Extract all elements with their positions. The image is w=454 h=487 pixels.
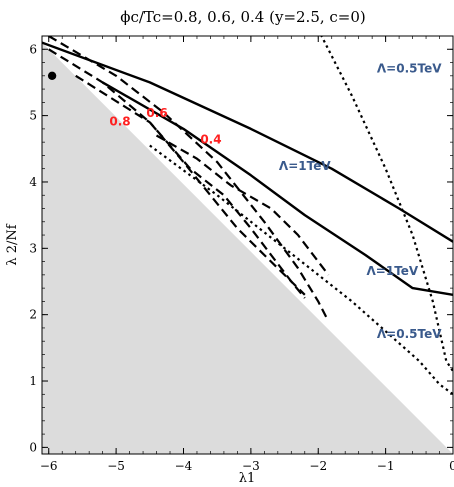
axes: −6 −5 −4 −3 −2 −1 0 0 1 2 3 4 5 6 (29, 36, 454, 473)
cutoff-label: Λ=1TeV (279, 159, 331, 173)
y-tick-label: 3 (29, 241, 37, 255)
plot-frame (41, 35, 454, 455)
solid-curve-2 (102, 81, 453, 296)
x-tick-label: −3 (242, 459, 260, 473)
x-tick-label: −1 (377, 459, 395, 473)
y-tick-label: 2 (29, 308, 37, 322)
y-tick-label: 5 (29, 109, 37, 123)
x-axis-label: λ1 (239, 471, 256, 486)
phase-label: 0.8 (109, 115, 130, 129)
phase-label: 0.4 (200, 132, 221, 146)
dashed-curve-8 (155, 134, 330, 276)
cutoff-label: Λ=1TeV (367, 264, 419, 278)
dotted-curve-3 (320, 36, 453, 372)
solid-curve-1 (42, 41, 453, 243)
dashed-curve-5 (48, 36, 330, 322)
x-tick-label: −5 (107, 459, 125, 473)
x-tick-label: −2 (309, 459, 327, 473)
y-tick-label: 6 (29, 42, 37, 56)
cutoff-label: Λ=0.5TeV (377, 61, 442, 75)
x-tick-label: 0 (449, 459, 454, 473)
plot-area (42, 36, 453, 454)
chart-title: ϕc/Tc=0.8, 0.6, 0.4 (y=2.5, c=0) (120, 8, 366, 26)
x-tick-label: −6 (40, 459, 58, 473)
x-tick-label: −4 (175, 459, 193, 473)
y-tick-label: 1 (29, 374, 37, 388)
y-tick-label: 0 (29, 440, 37, 454)
dashed-curve-7 (75, 74, 306, 299)
y-tick-label: 4 (29, 175, 37, 189)
phase-label: 0.6 (146, 106, 167, 120)
annotations: 0.8 0.6 0.4 Λ=0.5TeV Λ=1TeV Λ=1TeV Λ=0.5TeV (109, 61, 442, 340)
point-marker (47, 71, 57, 81)
cutoff-label: Λ=0.5TeV (377, 327, 442, 341)
y-axis-label: λ 2/Nf (5, 223, 20, 265)
excluded-region (42, 42, 453, 454)
dashed-curve-6 (48, 48, 306, 296)
